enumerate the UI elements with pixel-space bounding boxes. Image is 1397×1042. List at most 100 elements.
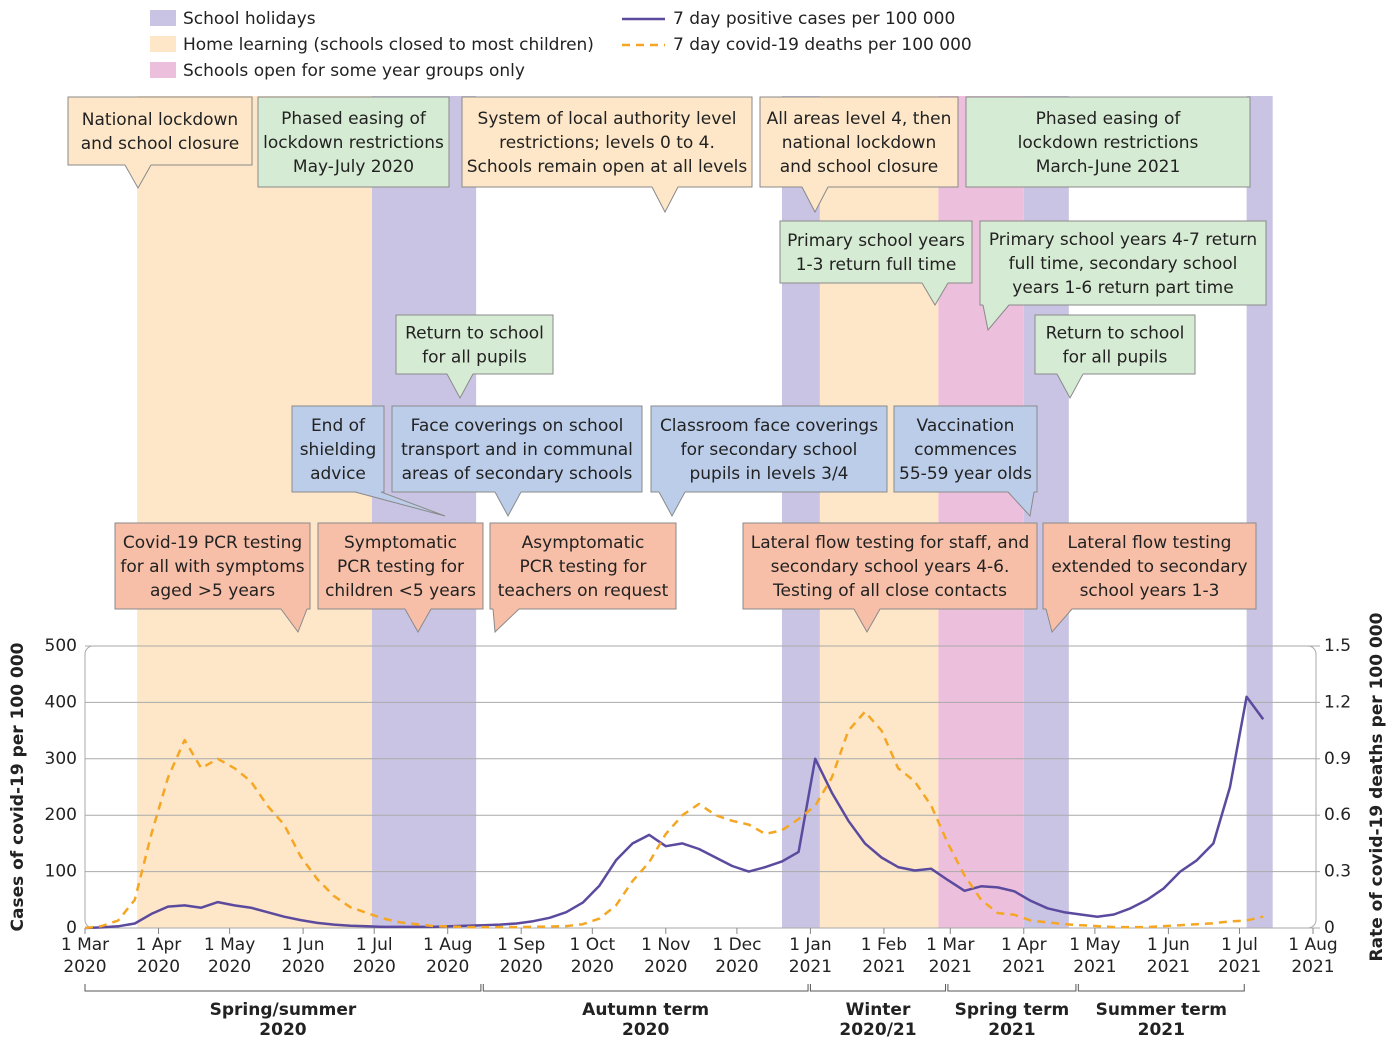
annotation-text: pupils in levels 3/4 [689,464,848,484]
annotation: Face coverings on school transport and in… [391,405,643,518]
x-tick-label: 1 Jul 2021 [1218,935,1261,977]
x-tick-label: 1 Mar 2021 [926,935,974,977]
annotation-text: advice [310,464,366,484]
x-tick-label: 1 Aug 2021 [1288,935,1337,977]
annotation-text: lockdown restrictions [263,133,444,153]
annotation-text: Lateral flow testing [1068,533,1232,553]
x-tick-label: 1 Apr 2020 [136,935,182,977]
annotation-text: restrictions; levels 0 to 4. [499,133,715,153]
y-tick-label: 0 [66,918,77,938]
annotation-pointer-edge [1056,373,1084,400]
annotation-pointer-edge [921,282,949,306]
annotation-text: full time, secondary school [1009,254,1238,274]
annotation-pointer [1046,608,1072,632]
term-label: Spring term [955,1000,1070,1020]
annotation-text: years 1-6 return part time [1012,278,1233,298]
annotation-box [291,405,385,493]
annotation-text: End of [311,416,366,436]
annotation: Asymptomatic PCR testing for teachers on r… [489,522,677,634]
annotation-pointer-edge [1007,491,1035,518]
term-label: 2021 [988,1020,1035,1040]
y2-tick-label: 0.9 [1324,749,1351,769]
annotation-text: System of local authority level [478,109,737,129]
y-tick-label: 200 [45,805,77,825]
x-tick-label: 1 Apr 2021 [1001,935,1047,977]
annotation: Return to school for all pupils [395,314,554,400]
annotation-box [391,405,643,493]
annotation-text: and school closure [81,134,239,154]
term-bracket [482,984,809,992]
x-tick-label: 1 Jun 2020 [281,935,324,977]
annotation-pointer-edge [446,373,474,400]
annotation-pointer [281,608,307,632]
y-tick-label: 100 [45,862,77,882]
annotation-text: Primary school years [787,231,965,251]
annotation-text: Symptomatic [344,533,457,553]
x-tick-label: 1 Jul 2020 [353,935,396,977]
annotation: Primary school years 4-7 return full time… [979,220,1267,332]
x-tick-label: 1 May 2021 [1069,935,1120,977]
annotation: Primary school years 1-3 return full time [779,220,973,306]
legend-label: 7 day covid-19 deaths per 100 000 [673,35,972,55]
annotation-text: for secondary school [681,440,858,460]
legend-swatch [150,36,176,52]
annotation-text: Lateral flow testing for staff, and [751,533,1030,553]
annotation-box [1034,314,1196,375]
annotation-text: All areas level 4, then [767,109,952,129]
annotation-box [779,220,973,284]
annotation-text: Vaccination [917,416,1015,436]
annotation-pointer [854,608,880,632]
annotation-box [979,220,1267,306]
annotation-text: National lockdown [82,110,238,130]
annotation-pointer [659,491,685,516]
annotation-text: commences [914,440,1017,460]
x-tick-label: 1 Nov 2020 [641,935,690,977]
annotation-pointer [1057,373,1083,398]
annotation-pointer-edge [853,608,881,634]
y2-axis-label: Rate of covid-19 deaths per 100 000 [1367,612,1387,961]
annotation-box [317,522,484,610]
annotation-pointer-edge [1045,608,1073,634]
annotation-pointer-edge [494,491,522,518]
annotation-text: Face coverings on school [411,416,624,436]
annotation: Covid-19 PCR testing for all with symptom… [114,522,311,634]
legend-label: Schools open for some year groups only [183,61,525,81]
annotation-text: and school closure [780,157,938,177]
annotation-text: Return to school [1046,324,1185,344]
term-label: Summer term [1096,1000,1227,1020]
legend-label: Home learning (schools closed to most ch… [183,35,594,55]
annotation-text: Testing of all close contacts [772,581,1007,601]
y-tick-label: 300 [45,749,77,769]
annotation-box [114,522,311,610]
annotation-text: March-June 2021 [1036,157,1181,177]
annotation-text: Covid-19 PCR testing [123,533,302,553]
annotation-pointer-edge [492,608,520,634]
annotation-box [67,96,253,166]
annotation-pointer-edge [651,186,679,214]
period-band [137,96,372,928]
x-tick-label: 1 Jan 2021 [789,935,832,977]
annotation-box [461,96,753,188]
term-bracket [947,984,1077,992]
y2-tick-label: 1.5 [1324,636,1351,656]
annotation-pointer-edge [801,186,829,214]
annotation: Classroom face coverings for secondary sc… [650,405,888,518]
term-label: 2020 [622,1020,669,1040]
annotation-text: for all with symptoms [120,557,304,577]
annotation-pointer [652,186,678,212]
term-label: Autumn term [582,1000,709,1020]
annotation-pointer-edge [404,608,432,634]
annotation-text: for all pupils [1063,348,1168,368]
annotation-box [257,96,450,188]
y2-tick-label: 0 [1324,918,1335,938]
annotation-pointer [493,608,519,632]
x-tick-label: 1 Oct 2020 [570,935,616,977]
term-label: 2020 [259,1020,306,1040]
annotation-text: secondary school years 4-6. [771,557,1010,577]
legend-label: 7 day positive cases per 100 000 [673,9,955,29]
y2-tick-label: 0.6 [1324,805,1351,825]
series-line [84,695,1265,930]
legend-label: School holidays [183,9,316,29]
annotation-text: Classroom face coverings [660,416,878,436]
